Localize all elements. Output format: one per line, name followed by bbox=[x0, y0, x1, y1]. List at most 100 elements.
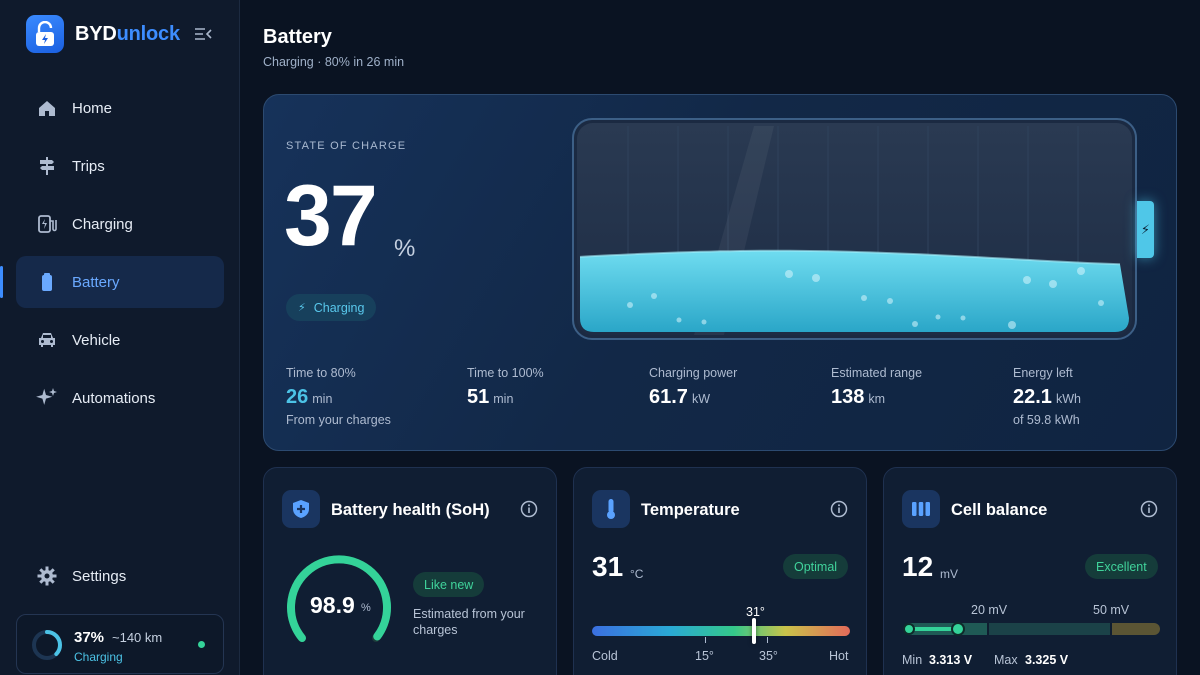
scale-high: 35° bbox=[759, 649, 778, 663]
stat-estimated-range: Estimated range 138 km bbox=[831, 366, 922, 409]
state-of-charge-card: STATE OF CHARGE 37 % ⚡ Charging bbox=[263, 94, 1177, 451]
value-unit: min bbox=[493, 392, 514, 406]
battery-icon bbox=[36, 271, 58, 293]
stat-label: Estimated range bbox=[831, 366, 923, 380]
mini-range: ~140 km bbox=[112, 630, 163, 645]
min-handle bbox=[903, 623, 915, 635]
page-title: Battery bbox=[263, 26, 332, 48]
value-unit: kWh bbox=[1055, 392, 1081, 406]
stat-time-to-100: Time to 100% 51 min bbox=[467, 366, 544, 409]
page-subtitle: Charging · 80% in 26 min bbox=[263, 55, 405, 69]
max-value: 3.325 V bbox=[1025, 653, 1069, 667]
temperature-unit: °C bbox=[630, 567, 644, 581]
nav-item-settings[interactable]: Settings bbox=[16, 550, 224, 602]
nav-label: Automations bbox=[72, 389, 156, 407]
battery-fill-graphic bbox=[577, 123, 1132, 335]
home-icon bbox=[36, 97, 58, 119]
zone-warn bbox=[1112, 623, 1160, 635]
cell-balance-badge: Excellent bbox=[1085, 554, 1158, 579]
health-unit: % bbox=[361, 602, 371, 614]
temperature-marker-label: 31° bbox=[746, 605, 765, 619]
temperature-scale-bar bbox=[592, 626, 850, 636]
tick-35 bbox=[767, 637, 768, 643]
signpost-icon bbox=[36, 155, 58, 177]
ev-station-icon bbox=[36, 213, 58, 235]
card-title: Battery health (SoH) bbox=[331, 501, 490, 519]
sparkle-icon bbox=[36, 387, 58, 409]
tick-15 bbox=[705, 637, 706, 643]
value-number: 22.1 bbox=[1013, 386, 1052, 408]
value-number: 51 bbox=[467, 386, 490, 408]
nav-label: Charging bbox=[72, 215, 133, 233]
value-unit: km bbox=[868, 392, 886, 406]
card-title: Cell balance bbox=[951, 501, 1048, 519]
min-label: Min bbox=[902, 653, 923, 667]
nav-item-charging[interactable]: Charging bbox=[16, 198, 224, 250]
nav-item-battery[interactable]: Battery bbox=[16, 256, 224, 308]
charging-status-pill: ⚡ Charging bbox=[286, 294, 377, 321]
cell-balance-card: Cell balance 12 mV Excellent 20 mV 50 mV… bbox=[883, 467, 1177, 675]
cells-icon bbox=[902, 490, 940, 528]
max-label: Max bbox=[994, 653, 1018, 667]
value-number: 138 bbox=[831, 386, 865, 408]
brand-name: BYDunlock bbox=[75, 23, 180, 46]
stat-label: Energy left bbox=[1013, 366, 1073, 380]
health-note: Estimated from your charges bbox=[413, 607, 525, 637]
nav-label: Battery bbox=[72, 273, 120, 291]
info-icon[interactable] bbox=[1140, 500, 1158, 518]
nav-item-home[interactable]: Home bbox=[16, 82, 224, 134]
info-icon[interactable] bbox=[520, 500, 538, 518]
nav-item-automations[interactable]: Automations bbox=[16, 372, 224, 424]
brand-part-2: unlock bbox=[116, 22, 180, 45]
sidebar: BYDunlock Home Trips Charging bbox=[0, 0, 240, 675]
stat-value: 138 km bbox=[831, 386, 922, 409]
stat-label: Time to 80% bbox=[286, 366, 356, 380]
stat-value: 61.7 kW bbox=[649, 386, 737, 409]
value-number: 61.7 bbox=[649, 386, 688, 408]
brand[interactable]: BYDunlock bbox=[26, 15, 180, 53]
mini-battery-status[interactable]: 37% ~140 km Charging bbox=[16, 614, 224, 674]
value-unit: min bbox=[312, 392, 333, 406]
mini-status-text: Charging bbox=[74, 650, 123, 664]
gear-icon bbox=[36, 565, 58, 587]
temperature-marker bbox=[752, 618, 756, 644]
brand-part-1: BYD bbox=[75, 22, 117, 45]
temperature-badge: Optimal bbox=[783, 554, 849, 579]
nav-label: Home bbox=[72, 99, 113, 117]
threshold-50: 50 mV bbox=[1093, 603, 1130, 617]
info-icon[interactable] bbox=[830, 500, 848, 518]
main-nav: Home Trips Charging Battery Vehicle bbox=[16, 82, 224, 430]
stat-sub: of 59.8 kWh bbox=[1013, 413, 1080, 427]
nav-label: Settings bbox=[72, 567, 127, 585]
soc-value: 37 bbox=[284, 168, 378, 264]
stat-value: 26 min bbox=[286, 386, 391, 409]
threshold-20: 20 mV bbox=[971, 603, 1008, 617]
charging-bolt-icon: ⚡ bbox=[1137, 201, 1154, 258]
min-value: 3.313 V bbox=[929, 653, 973, 667]
value-unit: kW bbox=[691, 392, 710, 406]
cell-balance-unit: mV bbox=[940, 567, 958, 581]
nav-label: Vehicle bbox=[72, 331, 121, 349]
stat-time-to-80: Time to 80% 26 min From your charges bbox=[286, 366, 391, 427]
nav-item-trips[interactable]: Trips bbox=[16, 140, 224, 192]
health-badge: Like new bbox=[413, 572, 485, 597]
stat-charging-power: Charging power 61.7 kW bbox=[649, 366, 737, 409]
nav-item-vehicle[interactable]: Vehicle bbox=[16, 314, 224, 366]
car-icon bbox=[36, 329, 58, 351]
status-dot bbox=[198, 641, 205, 648]
stat-value: 22.1 kWh bbox=[1013, 386, 1081, 409]
scale-cold: Cold bbox=[592, 649, 618, 663]
battery-visual bbox=[572, 118, 1137, 340]
scale-hot: Hot bbox=[829, 649, 849, 663]
soc-unit: % bbox=[394, 235, 416, 262]
pill-label: Charging bbox=[313, 300, 365, 315]
card-title: Temperature bbox=[641, 501, 740, 519]
collapse-menu-icon[interactable] bbox=[194, 26, 212, 42]
battery-health-card: Battery health (SoH) 98.9 % Like new Est… bbox=[263, 467, 557, 675]
stat-value: 51 min bbox=[467, 386, 544, 409]
thermometer-icon bbox=[592, 490, 630, 528]
mini-charge-ring bbox=[32, 630, 62, 660]
stat-energy-left: Energy left 22.1 kWh of 59.8 kWh bbox=[1013, 366, 1081, 427]
zone-ok bbox=[989, 623, 1110, 635]
cell-spread-range bbox=[909, 627, 957, 631]
